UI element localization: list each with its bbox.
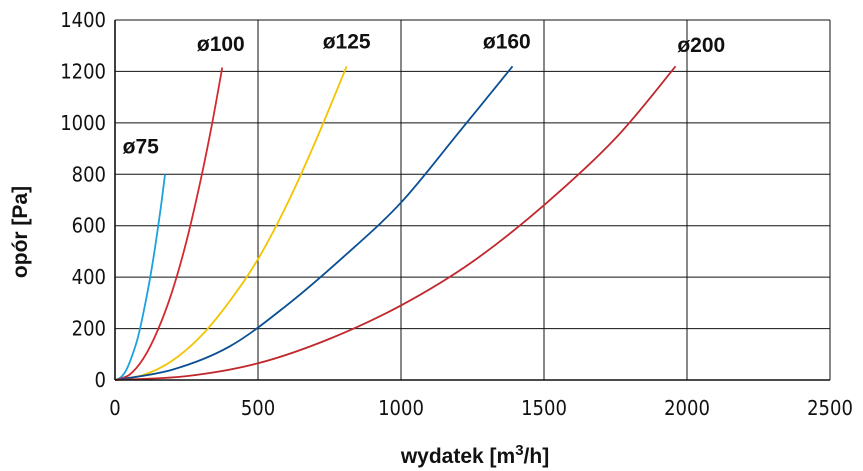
y-tick-label-1400: 1400 <box>60 8 106 32</box>
x-tick-label-2500: 2500 <box>807 396 853 420</box>
x-axis-title: wydatek [m3/h] <box>400 442 549 468</box>
series-line-75 <box>114 174 166 381</box>
y-tick-label-600: 600 <box>72 214 106 238</box>
x-tick-label-500: 500 <box>241 396 275 420</box>
series-labels: ø75 ø100 ø125 ø160 ø200 <box>123 30 726 158</box>
series-label-125: ø125 <box>323 30 371 53</box>
series-label-100: ø100 <box>197 33 245 56</box>
series-lines <box>114 65 677 381</box>
x-tick-label-0: 0 <box>109 396 120 420</box>
y-tick-label-0: 0 <box>95 368 106 392</box>
series-label-160: ø160 <box>483 30 531 53</box>
series-label-75: ø75 <box>123 136 160 159</box>
axes: 0 500 1000 1500 2000 2500 0 200 400 600 800 1000 120… <box>60 8 853 420</box>
grid <box>115 19 831 380</box>
x-tick-label-1000: 1000 <box>378 396 424 420</box>
y-tick-label-1200: 1200 <box>60 59 106 83</box>
y-tick-label-800: 800 <box>72 162 106 186</box>
x-tick-label-1500: 1500 <box>521 396 567 420</box>
series-line-100 <box>114 67 224 381</box>
y-tick-label-1000: 1000 <box>60 111 106 135</box>
y-tick-label-200: 200 <box>72 317 106 341</box>
series-label-200: ø200 <box>677 34 725 57</box>
series-line-160 <box>114 65 514 381</box>
y-axis-title: opór [Pa] <box>9 186 32 278</box>
series-line-200 <box>114 65 677 381</box>
series-line-125 <box>114 65 348 381</box>
y-tick-label-400: 400 <box>72 265 106 289</box>
x-tick-label-2000: 2000 <box>664 396 710 420</box>
